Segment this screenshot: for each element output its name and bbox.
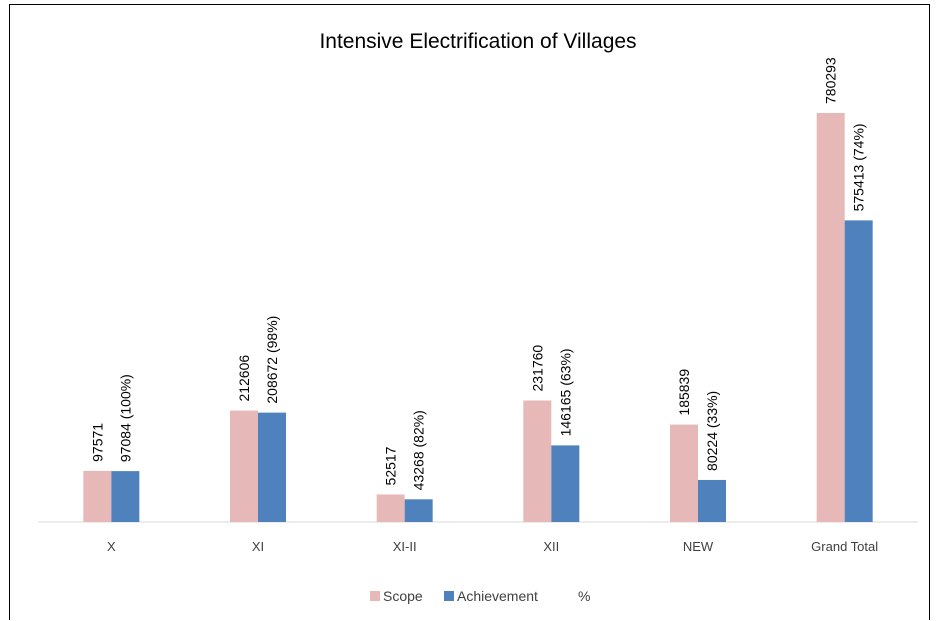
data-labels-layer: 97571 97084 (100%) 212606 208672 (98%) 52517…	[89, 57, 866, 490]
legend-label-scope: Scope	[383, 588, 423, 604]
bar-scope-grand-total	[816, 113, 845, 522]
bars-layer	[83, 113, 873, 522]
bar-achievement-xi-ii	[404, 499, 433, 522]
bar-scope-xi	[230, 410, 258, 522]
data-label-scope-xi-ii: 52517	[383, 446, 399, 485]
category-label-xi: XI	[252, 539, 264, 554]
legend: Scope Achievement%	[370, 588, 590, 604]
data-label-achievement-xi: 208672 (98%)	[264, 316, 280, 404]
bar-achievement-grand-total	[844, 220, 873, 522]
legend-label-percent: %	[578, 588, 590, 604]
category-label-xi-ii: XI-II	[393, 539, 417, 554]
data-label-scope-new: 185839	[676, 369, 692, 416]
bar-achievement-xi	[258, 412, 286, 522]
data-label-scope-xii: 231760	[529, 345, 545, 392]
bar-scope-new	[670, 424, 698, 522]
data-label-achievement-grand-total: 575413 (74%)	[851, 123, 867, 211]
legend-label-achievement: Achievement	[457, 588, 538, 604]
category-label-new: NEW	[683, 539, 714, 554]
data-label-scope-x: 97571	[89, 423, 105, 462]
bar-scope-x	[83, 470, 112, 522]
category-label-grand-total: Grand Total	[811, 539, 878, 554]
data-label-achievement-new: 80224 (33%)	[704, 391, 720, 471]
category-label-x: X	[107, 539, 116, 554]
legend-swatch-scope	[370, 591, 380, 601]
data-label-achievement-xi-ii: 43268 (82%)	[411, 410, 427, 490]
legend-swatch-achievement	[444, 591, 454, 601]
data-label-achievement-x: 97084 (100%)	[117, 374, 133, 462]
bar-achievement-x	[111, 471, 140, 522]
bar-achievement-new	[698, 479, 726, 522]
category-label-xii: XII	[543, 539, 559, 554]
data-label-scope-xi: 212606	[236, 355, 252, 402]
data-label-scope-grand-total: 780293	[823, 57, 839, 104]
bar-scope-xi-ii	[376, 494, 405, 522]
data-label-achievement-xii: 146165 (63%)	[557, 348, 573, 436]
chart-title: Intensive Electrification of Villages	[319, 30, 636, 53]
bar-scope-xii	[523, 400, 552, 522]
bar-achievement-xii	[551, 445, 580, 522]
chart-area	[9, 4, 930, 620]
category-labels-layer: X XI XI-II XII NEW Grand Total	[107, 539, 878, 554]
